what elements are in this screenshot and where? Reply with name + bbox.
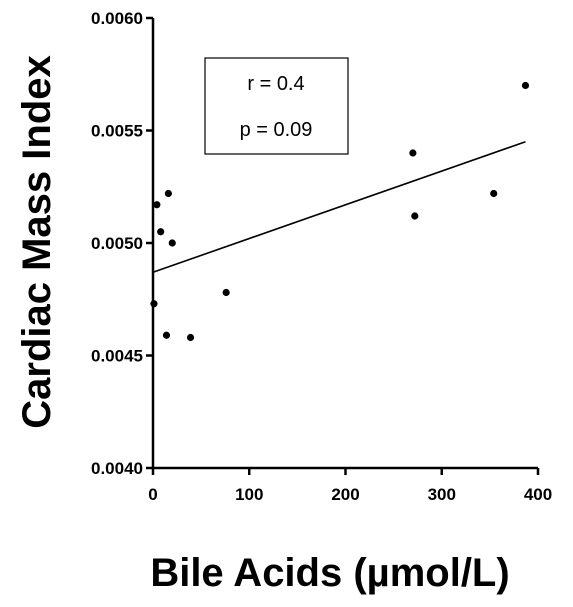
y-tick-label: 0.0040 [91, 459, 143, 478]
data-point [186, 333, 195, 342]
y-tick-label: 0.0055 [91, 122, 143, 141]
p-value-label: p = 0.09 [240, 119, 313, 141]
y-axis-title: Cardiac Mass Index [15, 55, 59, 429]
x-tick-label: 400 [524, 485, 552, 504]
data-point [168, 239, 176, 247]
x-tick-label: 200 [331, 485, 359, 504]
data-point [521, 81, 530, 90]
data-point [222, 288, 230, 297]
x-tick-label: 300 [428, 485, 456, 504]
r-value-label: r = 0.4 [247, 73, 304, 95]
data-point [411, 212, 419, 220]
y-tick-label: 0.0060 [91, 9, 143, 28]
x-axis: 0 100 200 300 400 [148, 466, 552, 504]
data-point [409, 149, 417, 157]
y-tick-label: 0.0050 [91, 234, 143, 253]
y-tick-label: 0.0045 [91, 347, 143, 366]
y-axis: 0.0040 0.0045 0.0050 0.0055 0.0060 [91, 9, 155, 478]
data-point [150, 300, 158, 308]
regression-line [152, 140, 526, 274]
x-tick-label: 0 [148, 485, 157, 504]
stats-box [204, 57, 349, 155]
x-axis-title: Bile Acids (µmol/L) [150, 551, 509, 595]
data-points [150, 81, 530, 342]
data-point [164, 189, 172, 198]
data-point [153, 201, 161, 209]
x-tick-label: 100 [235, 485, 263, 504]
data-point [162, 331, 171, 339]
data-point [490, 189, 498, 198]
data-point [157, 228, 165, 236]
